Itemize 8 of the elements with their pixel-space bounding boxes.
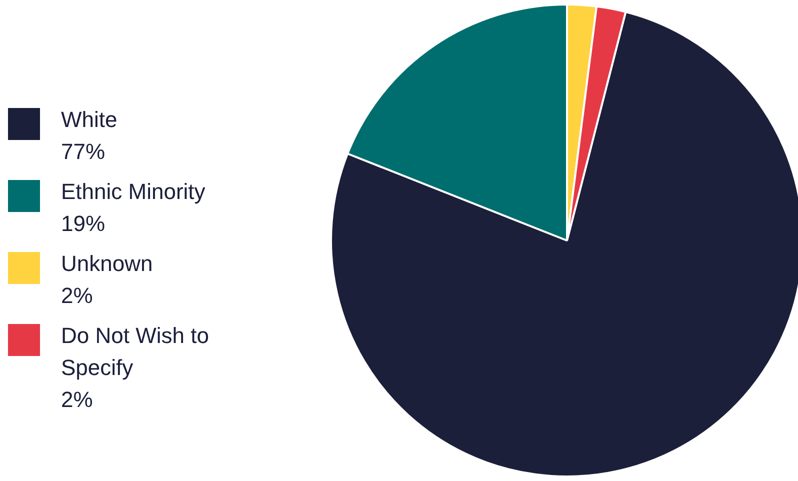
legend-label: White xyxy=(61,106,118,134)
legend-label: Unknown xyxy=(61,250,154,278)
legend-label: Do Not Wish to Specify xyxy=(61,322,210,382)
legend-label: Ethnic Minority xyxy=(61,178,206,206)
data-label: 19% xyxy=(61,210,106,238)
data-label: 2% xyxy=(61,282,94,310)
data-label: 77% xyxy=(61,138,106,166)
data-label: 2% xyxy=(61,386,94,414)
